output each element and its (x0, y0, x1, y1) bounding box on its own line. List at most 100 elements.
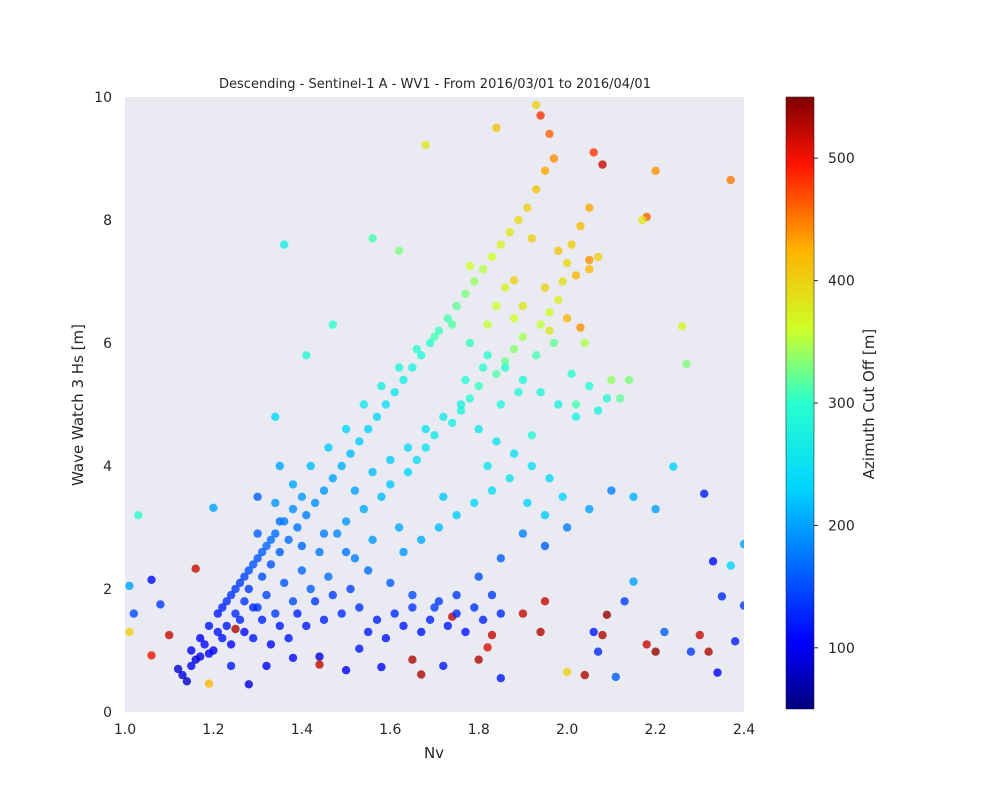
data-point (262, 590, 271, 600)
data-point (540, 283, 550, 292)
y-tick-label: 8 (103, 213, 112, 229)
data-point (540, 166, 550, 175)
data-point (624, 375, 634, 385)
data-point (394, 246, 404, 255)
data-point (253, 492, 262, 501)
data-point (284, 634, 293, 643)
data-point (288, 653, 298, 663)
data-point (571, 412, 581, 421)
data-point (271, 498, 280, 508)
data-point (589, 627, 598, 637)
data-point (310, 498, 320, 508)
x-tick-labels: 1.0 1.2 1.4 1.6 1.8 2.0 2.2 2.4 (114, 722, 755, 738)
data-point (492, 437, 501, 446)
data-point (492, 301, 501, 311)
data-point (434, 326, 444, 335)
data-point (425, 338, 435, 348)
data-point (704, 647, 713, 656)
data-point (341, 666, 351, 675)
data-point (315, 652, 324, 661)
data-point (240, 597, 249, 606)
data-point (540, 511, 550, 520)
data-point (350, 486, 360, 495)
data-point (461, 627, 470, 637)
data-point (182, 677, 192, 686)
data-point (337, 609, 346, 618)
data-point (165, 630, 174, 640)
data-point (226, 661, 236, 671)
data-point (341, 424, 351, 434)
data-point (209, 503, 218, 512)
data-point (297, 566, 307, 575)
y-axis-label: Wave Watch 3 Hs [m] (69, 324, 87, 486)
data-point (474, 572, 483, 581)
data-point (213, 627, 222, 637)
colorbar-tick-label: 100 (828, 641, 855, 657)
data-point (593, 252, 603, 262)
data-point (125, 627, 134, 637)
data-point (240, 627, 249, 637)
data-point (284, 535, 293, 544)
data-point (562, 523, 572, 532)
data-point (474, 424, 483, 434)
points-layer (125, 100, 744, 689)
data-point (562, 314, 572, 323)
data-point (571, 271, 581, 280)
data-point (134, 511, 143, 520)
data-point (536, 627, 545, 637)
data-point (408, 590, 417, 600)
data-point (576, 323, 585, 332)
data-point (417, 670, 426, 679)
data-point (196, 634, 205, 643)
data-point (319, 486, 329, 495)
data-point (598, 630, 607, 640)
data-point (129, 609, 138, 618)
data-point (417, 535, 426, 544)
data-point (474, 381, 483, 391)
data-point (545, 308, 554, 317)
data-point (585, 255, 594, 265)
data-point (536, 388, 545, 397)
y-tick-label: 10 (94, 90, 112, 106)
data-point (257, 615, 267, 624)
data-point (439, 661, 448, 671)
data-point (430, 332, 439, 342)
data-point (443, 314, 452, 323)
data-point (421, 140, 430, 150)
data-point (337, 461, 346, 471)
data-point (425, 615, 435, 624)
data-point (496, 674, 505, 683)
x-tick-label: 1.0 (114, 722, 136, 738)
data-point (483, 643, 492, 652)
data-point (226, 640, 236, 649)
data-point (532, 185, 541, 194)
data-point (394, 523, 404, 532)
data-point (204, 679, 214, 688)
data-point (275, 621, 284, 631)
data-point (359, 504, 368, 514)
data-point (324, 572, 333, 581)
data-point (288, 504, 298, 514)
data-point (532, 100, 541, 110)
data-point (368, 234, 377, 243)
data-point (585, 265, 594, 274)
data-point (739, 539, 744, 549)
data-point (226, 590, 236, 600)
y-tick-label: 0 (103, 705, 112, 721)
data-point (364, 566, 373, 575)
data-point (271, 529, 280, 538)
data-point (315, 547, 324, 557)
data-point (359, 400, 368, 409)
data-point (417, 351, 426, 360)
data-point (509, 344, 519, 354)
data-point (527, 234, 536, 243)
data-point (125, 581, 134, 591)
colorbar-tick-labels: 100 200 300 400 500 (814, 151, 855, 657)
data-point (700, 489, 709, 498)
data-point (328, 474, 337, 483)
data-point (452, 301, 461, 311)
data-point (470, 277, 479, 286)
data-point (430, 431, 439, 440)
data-point (501, 357, 510, 366)
data-point (417, 627, 426, 637)
